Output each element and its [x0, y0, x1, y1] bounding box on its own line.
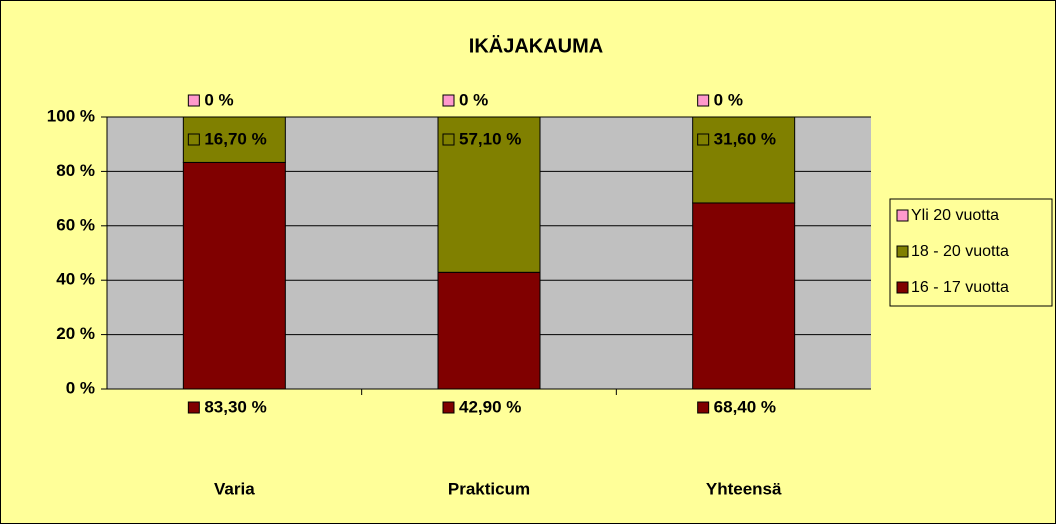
value-label-key [442, 133, 455, 146]
legend-label: Yli 20 vuotta [911, 207, 999, 224]
legend-box [889, 198, 1053, 307]
value-label: 31,60 % [714, 129, 776, 148]
legend-key [896, 245, 909, 258]
value-label: 68,40 % [714, 397, 776, 416]
value-label: 0 % [204, 90, 233, 109]
value-label-key [187, 401, 200, 414]
value-label-key [697, 401, 710, 414]
x-tick-label: Yhteensä [706, 479, 782, 498]
value-label: 0 % [714, 90, 743, 109]
legend-label: 16 - 17 vuotta [911, 279, 1009, 296]
value-label: 57,10 % [459, 129, 521, 148]
y-tick-label: 60 % [56, 215, 95, 234]
bar-segment [437, 271, 541, 390]
value-label-key [697, 94, 710, 107]
value-label: 0 % [459, 90, 488, 109]
bar-segment [182, 116, 286, 163]
bar-segment [182, 161, 286, 390]
bar-segment [437, 116, 541, 273]
value-label-key [697, 133, 710, 146]
value-label-key [442, 401, 455, 414]
legend-key [896, 209, 909, 222]
value-label: 42,90 % [459, 397, 521, 416]
value-label-key [187, 94, 200, 107]
chart-title: IKÄJAKAUMA [469, 34, 603, 57]
y-tick-label: 20 % [56, 324, 95, 343]
x-tick-label: Prakticum [448, 479, 530, 498]
value-label-key [442, 94, 455, 107]
value-label: 83,30 % [204, 397, 266, 416]
bar-segment [692, 116, 796, 204]
value-label-key [187, 133, 200, 146]
bar-segment [692, 202, 796, 390]
legend-label: 18 - 20 vuotta [911, 243, 1009, 260]
x-tick-label: Varia [214, 479, 255, 498]
value-label: 16,70 % [204, 129, 266, 148]
y-tick-label: 100 % [47, 106, 95, 125]
legend-key [896, 281, 909, 294]
y-tick-label: 40 % [56, 270, 95, 289]
y-tick-label: 0 % [66, 378, 95, 397]
y-tick-label: 80 % [56, 161, 95, 180]
